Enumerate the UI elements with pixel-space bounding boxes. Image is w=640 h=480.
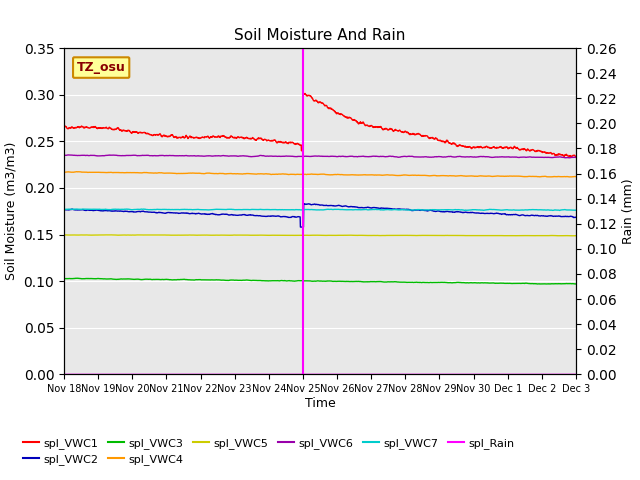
X-axis label: Time: Time (305, 397, 335, 410)
Text: TZ_osu: TZ_osu (77, 61, 125, 74)
Y-axis label: Rain (mm): Rain (mm) (622, 179, 635, 244)
Title: Soil Moisture And Rain: Soil Moisture And Rain (234, 28, 406, 43)
Y-axis label: Soil Moisture (m3/m3): Soil Moisture (m3/m3) (5, 142, 18, 280)
Legend: spl_VWC1, spl_VWC2, spl_VWC3, spl_VWC4, spl_VWC5, spl_VWC6, spl_VWC7, spl_Rain: spl_VWC1, spl_VWC2, spl_VWC3, spl_VWC4, … (19, 433, 519, 469)
